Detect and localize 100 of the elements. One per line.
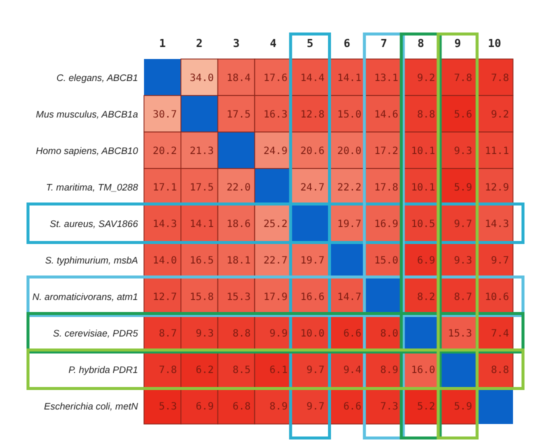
data-label: 16.3 bbox=[264, 109, 288, 120]
data-label: 22.0 bbox=[226, 182, 251, 194]
data-label: 14.1 bbox=[190, 218, 214, 230]
data-label: 10.0 bbox=[300, 328, 324, 340]
data-label: 9.9 bbox=[270, 328, 288, 340]
y-tick-label: P. hybrida PDR1 bbox=[68, 364, 138, 376]
x-tick-label: 8 bbox=[417, 37, 424, 50]
data-label: 9.7 bbox=[306, 401, 324, 412]
data-label: 7.8 bbox=[158, 364, 177, 376]
data-label: 10.5 bbox=[411, 218, 436, 230]
data-label: 5.9 bbox=[454, 182, 472, 194]
data-label: 9.3 bbox=[196, 328, 214, 340]
data-label: 17.8 bbox=[374, 182, 398, 194]
data-label: 8.8 bbox=[232, 328, 251, 340]
data-label: 5.6 bbox=[454, 109, 472, 120]
data-label: 19.7 bbox=[300, 255, 324, 266]
y-tick-label: N. aromaticivorans, atm1 bbox=[32, 292, 138, 303]
data-label: 6.8 bbox=[232, 401, 251, 412]
data-label: 8.8 bbox=[490, 364, 509, 376]
data-label: 17.6 bbox=[264, 72, 288, 84]
data-label: 22.2 bbox=[337, 182, 362, 194]
data-label: 14.3 bbox=[484, 218, 509, 230]
data-label: 15.8 bbox=[190, 292, 214, 303]
data-label: 5.2 bbox=[417, 401, 436, 412]
data-label: 9.4 bbox=[343, 364, 362, 376]
data-label: 15.3 bbox=[448, 328, 472, 340]
data-label: 20.6 bbox=[300, 146, 324, 157]
data-label: 17.5 bbox=[190, 182, 214, 194]
data-label: 12.9 bbox=[484, 182, 509, 194]
data-label: 16.0 bbox=[411, 364, 436, 376]
x-tick-label: 10 bbox=[488, 37, 502, 50]
data-label: 14.1 bbox=[337, 72, 362, 84]
y-tick-label: St. aureus, SAV1866 bbox=[50, 218, 139, 230]
data-label: 18.6 bbox=[226, 218, 251, 230]
data-label: 9.7 bbox=[454, 218, 472, 230]
x-tick-label: 7 bbox=[380, 37, 388, 50]
data-label: 15.3 bbox=[226, 292, 251, 303]
data-label: 19.7 bbox=[337, 218, 362, 230]
data-label: 21.3 bbox=[190, 146, 214, 157]
data-label: 9.7 bbox=[490, 255, 509, 266]
data-label: 17.1 bbox=[152, 182, 177, 194]
data-label: 6.6 bbox=[343, 328, 362, 340]
y-tick-label: C. elegans, ABCB1 bbox=[56, 72, 138, 84]
x-tick-label: 2 bbox=[196, 37, 203, 50]
data-label: 14.0 bbox=[152, 255, 177, 266]
data-label: 25.2 bbox=[264, 218, 288, 230]
data-label: 11.1 bbox=[484, 146, 509, 157]
data-label: 15.0 bbox=[337, 109, 362, 120]
data-label: 14.3 bbox=[152, 218, 177, 230]
data-label: 9.3 bbox=[454, 255, 472, 266]
data-label: 14.4 bbox=[300, 72, 324, 84]
data-label: 8.0 bbox=[380, 328, 398, 340]
x-tick-label: 1 bbox=[159, 37, 166, 50]
y-tick-label: Escherichia coli, metN bbox=[44, 401, 138, 412]
data-label: 22.7 bbox=[264, 255, 288, 266]
data-label: 8.9 bbox=[270, 401, 288, 412]
y-tick-label: Mus musculus, ABCB1a bbox=[36, 109, 138, 120]
data-label: 8.7 bbox=[454, 292, 472, 303]
data-label: 10.6 bbox=[484, 292, 509, 303]
data-label: 6.2 bbox=[196, 364, 214, 376]
data-label: 6.1 bbox=[270, 364, 288, 376]
data-label: 9.7 bbox=[306, 364, 324, 376]
data-label: 20.0 bbox=[337, 146, 362, 157]
y-tick-label: Homo sapiens, ABCB10 bbox=[36, 146, 139, 157]
data-label: 6.9 bbox=[196, 401, 214, 412]
data-label: 17.5 bbox=[226, 109, 251, 120]
data-label: 7.4 bbox=[490, 328, 509, 340]
data-label: 10.1 bbox=[411, 182, 436, 194]
data-label: 17.2 bbox=[374, 146, 398, 157]
data-label: 14.7 bbox=[337, 292, 362, 303]
data-label: 12.7 bbox=[152, 292, 177, 303]
data-label: 18.4 bbox=[226, 72, 251, 84]
y-tick-label: T. maritima, TM_0288 bbox=[46, 182, 139, 194]
data-label: 13.1 bbox=[374, 72, 398, 84]
data-label: 7.8 bbox=[490, 72, 509, 84]
x-tick-label: 5 bbox=[306, 37, 314, 50]
data-label: 6.9 bbox=[417, 255, 436, 266]
x-tick-label: 4 bbox=[270, 37, 277, 50]
data-label: 12.8 bbox=[300, 109, 324, 120]
data-label: 7.3 bbox=[380, 401, 398, 412]
data-label: 5.9 bbox=[454, 401, 472, 412]
x-tick-label: 3 bbox=[232, 37, 240, 50]
data-label: 17.9 bbox=[264, 292, 288, 303]
data-label: 8.7 bbox=[158, 328, 177, 340]
x-tick-label: 9 bbox=[454, 37, 461, 50]
data-label: 16.6 bbox=[300, 292, 324, 303]
data-label: 8.8 bbox=[417, 109, 436, 120]
data-label: 24.7 bbox=[300, 182, 324, 194]
data-label: 20.2 bbox=[152, 146, 177, 157]
data-label: 16.5 bbox=[190, 255, 214, 266]
data-label: 6.6 bbox=[343, 401, 362, 412]
data-label: 9.2 bbox=[490, 109, 509, 120]
data-label: 24.9 bbox=[264, 146, 288, 157]
y-tick-label: S. cerevisiae, PDR5 bbox=[52, 328, 139, 340]
data-label: 16.9 bbox=[374, 218, 398, 230]
x-tick-label: 6 bbox=[344, 37, 351, 50]
data-label: 15.0 bbox=[374, 255, 398, 266]
data-label: 18.1 bbox=[226, 255, 251, 266]
data-label: 14.6 bbox=[374, 109, 398, 120]
data-label: 34.0 bbox=[190, 72, 214, 84]
